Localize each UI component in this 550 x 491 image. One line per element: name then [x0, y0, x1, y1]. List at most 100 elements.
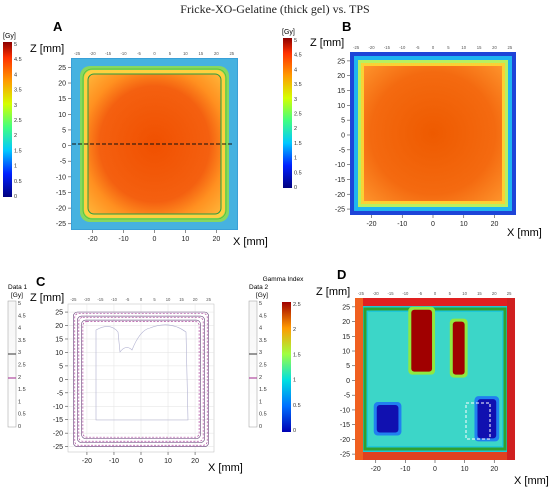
- panel-a-z-tick-label-4: 5: [62, 127, 66, 134]
- panel-a-colorbar-tick-4: 3: [14, 103, 17, 109]
- panel-c-left-colorbar-tick-7: 1.5: [18, 387, 26, 393]
- panel-d-x-tick-label-2: 0: [433, 466, 437, 473]
- panel-b-colorbar-tick-6: 2: [294, 126, 297, 132]
- panel-d-top-tick-label-4: -5: [418, 291, 422, 296]
- panel-d-edge-bottom: [355, 452, 515, 460]
- panel-c-left-colorbar-tick-8: 1: [18, 399, 21, 405]
- panel-b-x-tick-label-3: 10: [460, 221, 468, 228]
- panel-d-top-tick-label-6: 5: [449, 291, 452, 296]
- panel-d-z-axis-label: Z [mm]: [316, 286, 350, 298]
- panel-b-top-tick-label-2: -15: [384, 45, 391, 50]
- panel-b-colorbar-tick-0: 5: [294, 38, 297, 44]
- panel-c-z-tick-label-7: -10: [53, 404, 63, 411]
- panel-d-x-axis-label: X [mm]: [514, 475, 549, 487]
- panel-c-z-tick-label-8: -15: [53, 417, 63, 424]
- panel-c-right-colorbar-tick-0: 5: [259, 301, 262, 307]
- panel-a-x-tick-label-2: 0: [153, 236, 157, 243]
- panel-d-colorbar-tick-3: 1: [293, 378, 296, 384]
- panel-b-z-tick-label-2: 15: [337, 88, 345, 95]
- panel-b: B Z [mm] X [mm] -20 -10 0 10 202520151050-5-…: [310, 19, 542, 239]
- panel-a-top-tick-label-6: 5: [169, 51, 172, 56]
- panel-a-top-tick-label-5: 0: [153, 51, 156, 56]
- panel-a-colorbar-ticks: 5 4.5 4 3.5 3 2.5 2 1.5 1 0.5 0: [14, 42, 22, 200]
- panel-a-colorbar: [3, 42, 12, 197]
- panel-b-x-axis-label: X [mm]: [507, 227, 542, 239]
- panel-a-z-tick-label-9: -20: [56, 206, 66, 213]
- panel-c-contour-1-0: [74, 313, 208, 446]
- panel-b-z-tick-label-10: -25: [335, 207, 345, 214]
- panel-a-x-tick-label-4: 20: [212, 236, 220, 243]
- panel-d: Gamma Index 2.5 2 1.5 1 0.5 0 D Z [mm] X [mm]…: [263, 267, 549, 487]
- panel-b-colorbar-tick-9: 0.5: [294, 170, 302, 176]
- panel-b-x-tick-label-0: -20: [366, 221, 376, 228]
- panel-a-plateau: [88, 74, 221, 214]
- panel-c-right-colorbar-tick-10: 0: [259, 424, 262, 430]
- panel-d-top-tick-label-0: -25: [358, 291, 365, 296]
- panel-b-colorbar-group: [Gy] 5 4.5 4 3.5 3 2.5 2 1.5 1 0.5 0: [282, 29, 302, 191]
- panel-c-right-colorbar-tick-6: 2: [259, 375, 262, 381]
- panel-b-z-tick-label-9: -20: [335, 192, 345, 199]
- panel-c-contour-0-2: [81, 319, 201, 439]
- panel-d-z-tick-label-5: 0: [346, 378, 350, 385]
- panel-a-top-tick-label-4: -5: [137, 51, 141, 56]
- panel-d-x-tick-label-4: 20: [490, 466, 498, 473]
- panel-a-x-tick-label-1: -10: [119, 236, 129, 243]
- panel-c-z-tick-label-5: 0: [59, 377, 63, 384]
- panel-d-z-tick-label-2: 15: [342, 334, 350, 341]
- panel-c-right-colorbar-unit: [Gy]: [256, 292, 268, 299]
- panel-c-left-colorbar-tick-10: 0: [18, 424, 21, 430]
- panel-c-z-tick-label-0: 25: [55, 310, 63, 317]
- panel-c-x-tick-label-4: 20: [191, 458, 199, 465]
- panel-c-z-tick-label-9: -20: [53, 431, 63, 438]
- panel-d-cold-region-0: [376, 405, 399, 433]
- panel-d-hot-region-0: [411, 309, 433, 372]
- panel-c-top-tick-label-4: -5: [126, 297, 130, 302]
- panel-a-colorbar-tick-10: 0: [14, 194, 17, 200]
- panel-a-top-tick-label-8: 15: [199, 51, 204, 56]
- panel-d-field-border-contour: [363, 307, 507, 451]
- panel-c-contour-0-0: [73, 311, 209, 447]
- panel-c-right-colorbar-ticks: 5 4.5 4 3.5 3 2.5 2 1.5 1 0.5 0: [259, 301, 267, 430]
- panel-c-z-axis-label: Z [mm]: [30, 292, 64, 304]
- panel-b-z-tick-label-7: -10: [335, 162, 345, 169]
- panel-d-top-tick-label-3: -10: [402, 291, 409, 296]
- panel-a-colorbar-tick-5: 2.5: [14, 118, 22, 124]
- panel-d-letter: D: [337, 267, 346, 282]
- panel-b-top-tick-label-7: 10: [461, 45, 466, 50]
- panel-c-left-colorbar-tick-1: 4.5: [18, 313, 26, 319]
- panel-b-isodose-contour: [361, 63, 505, 204]
- panel-b-top-tick-label-1: -20: [368, 45, 375, 50]
- panel-a-axes: -20 -10 0 10 20 25 20 15 10 5 0 -5 -10 -15 -20 -25 -25 -2…: [56, 51, 235, 243]
- panel-d-axes: -20 -10 0 10 20 25 20 15 10 5 0 -5 -10 -15 -20 -25 -25 -2…: [340, 291, 512, 473]
- panel-c-right-colorbar-tick-3: 3.5: [259, 338, 267, 344]
- panel-c-z-tick-label-6: -5: [57, 390, 63, 397]
- panel-c-top-tick-label-9: 20: [193, 297, 198, 302]
- panel-c-contour-1-2: [82, 321, 200, 438]
- panel-a-x-tick-label-3: 10: [182, 236, 190, 243]
- panel-b-colorbar-tick-7: 1.5: [294, 141, 302, 147]
- panel-d-edge-right: [507, 298, 515, 460]
- panel-c-right-colorbar-tick-4: 3: [259, 350, 262, 356]
- panel-a-colorbar-tick-9: 0.5: [14, 179, 22, 185]
- panel-d-top-tick-label-7: 10: [462, 291, 467, 296]
- panel-b-top-tick-label-8: 15: [477, 45, 482, 50]
- panel-c-z-tick-label-3: 10: [55, 350, 63, 357]
- panel-a-letter: A: [53, 19, 63, 34]
- panel-a-top-tick-label-1: -20: [90, 51, 97, 56]
- panel-d-colorbar-tick-4: 0.5: [293, 403, 301, 409]
- panel-c-x-tick-label-3: 10: [164, 458, 172, 465]
- panel-c-top-tick-label-10: 25: [206, 297, 211, 302]
- panel-a-z-tick-label-0: 25: [58, 65, 66, 72]
- panel-d-top-tick-label-1: -20: [373, 291, 380, 296]
- panel-c-right-colorbar-tick-7: 1.5: [259, 387, 267, 393]
- panel-a-z-tick-label-7: -10: [56, 174, 66, 181]
- panel-a-z-tick-label-10: -25: [56, 221, 66, 228]
- panel-d-edge-left: [355, 298, 363, 460]
- panel-a-colorbar-tick-2: 4: [14, 72, 17, 78]
- panel-b-z-tick-label-1: 20: [337, 73, 345, 80]
- panel-a-top-tick-label-7: 10: [183, 51, 188, 56]
- panel-d-z-tick-label-4: 5: [346, 363, 350, 370]
- panel-d-x-tick-label-1: -10: [400, 466, 410, 473]
- panel-d-x-tick-label-3: 10: [461, 466, 469, 473]
